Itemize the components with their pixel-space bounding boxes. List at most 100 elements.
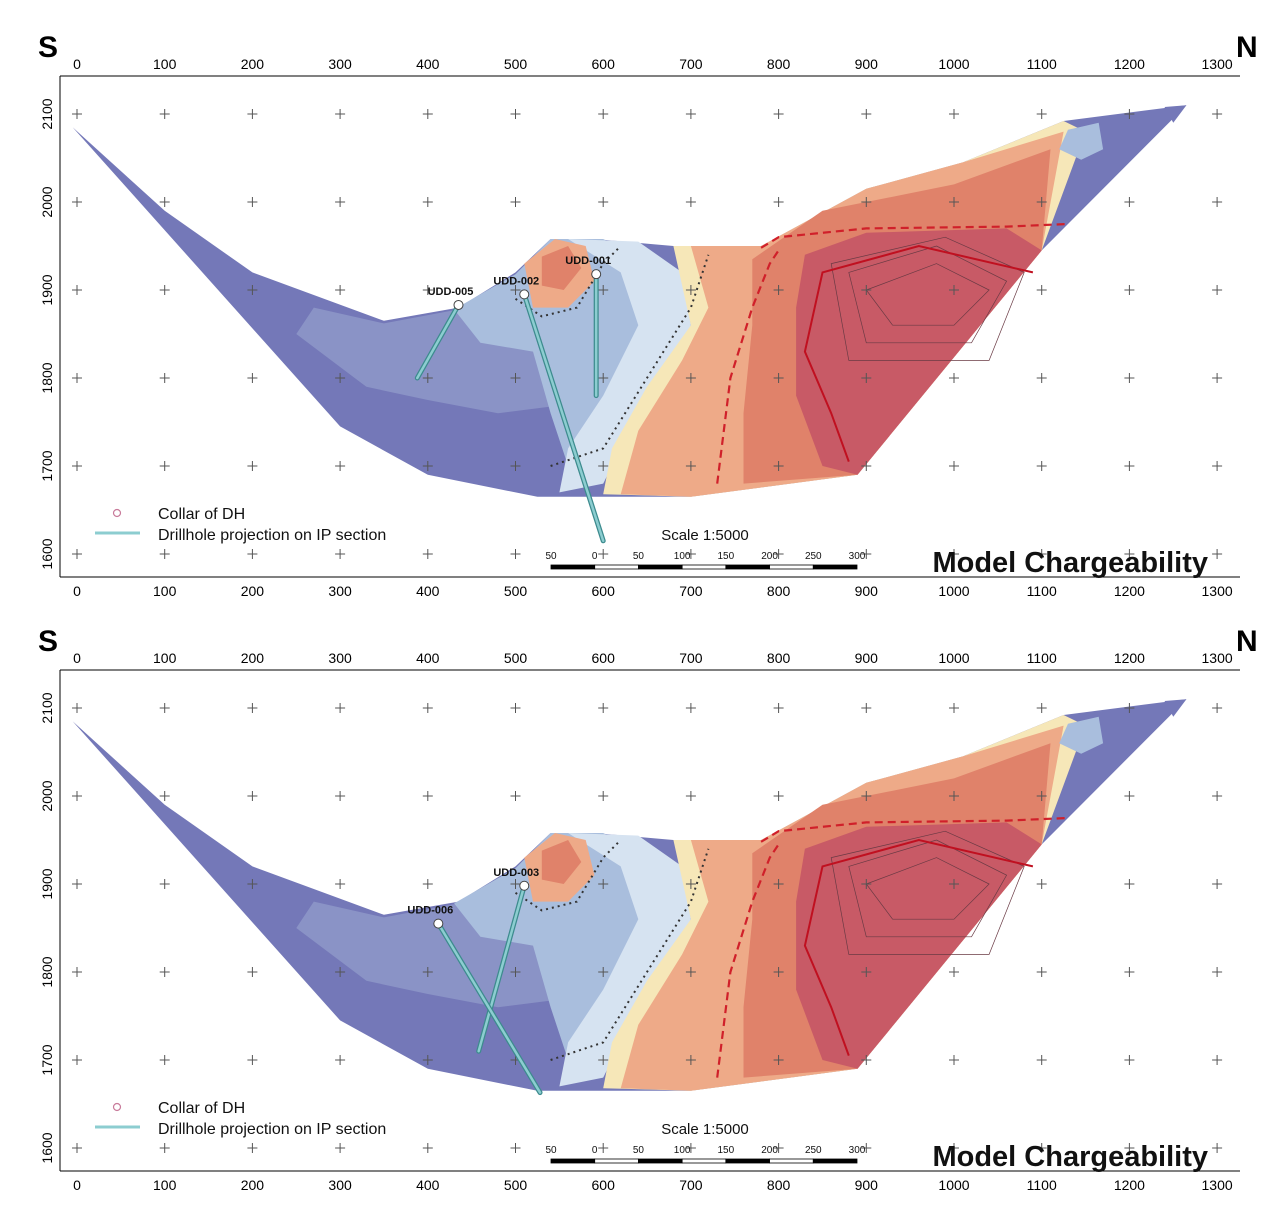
grid-cross [1036,967,1047,977]
contour-line [865,857,990,920]
x-tick-bottom-label: 1300 [1202,583,1233,599]
grid-cross [422,791,433,801]
grid-cross [422,967,433,977]
contour-line [848,245,1008,344]
x-tick-bottom-label: 600 [592,1177,616,1193]
dashed-threshold-line [760,816,1069,843]
grid-cross [685,1055,696,1065]
x-tick-bottom-label: 900 [855,583,879,599]
scale-tick-label: 50 [545,551,557,562]
grid-cross [685,791,696,801]
chargeability-section-bottom: S N00100100200200300300400400500500600600… [38,625,1258,1193]
scale-bar-segment [550,1158,596,1164]
x-tick-top-label: 200 [241,56,265,72]
legend-collar-label: Collar of DH [158,1100,245,1117]
zone-red-cap [541,840,582,884]
grid-cross [159,1055,170,1065]
x-tick-bottom-label: 900 [855,1177,879,1193]
grid-cross [335,879,346,889]
y-tick-label: 1700 [39,1044,55,1075]
grid-cross [1212,109,1223,119]
grid-cross [861,1143,872,1153]
scale-tick-label: 150 [718,1145,735,1156]
grid-cross [1036,1143,1047,1153]
scale-tick-label: 200 [761,1145,778,1156]
legend-collar-symbol [112,508,122,518]
grid-cross [773,967,784,977]
x-tick-top-label: 800 [767,650,791,666]
grid-cross [861,109,872,119]
x-tick-bottom-label: 300 [328,583,352,599]
scale-bar-segment [638,564,683,570]
dashed-threshold-line [716,249,780,484]
grid-cross [335,549,346,559]
grid-cross [159,461,170,471]
grid-cross [861,373,872,383]
grid-cross [335,1055,346,1065]
grid-cross [510,791,521,801]
grid-cross [861,967,872,977]
x-tick-top-label: 100 [153,56,177,72]
y-tick-label: 1800 [39,956,55,987]
contour-line [830,236,1025,361]
grid-cross [422,197,433,207]
grid-cross [949,1143,959,1153]
y-tick-label: 2000 [39,186,55,217]
grid-cross [685,373,696,383]
grid-cross [1212,1143,1223,1153]
north-label: N [1236,625,1258,658]
grid-cross [949,549,959,559]
grid-cross [949,461,959,471]
chargeability-section-top: S N00100100200200300300400400500500600600… [38,31,1258,599]
grid-cross [247,549,258,559]
x-tick-top-label: 900 [855,650,879,666]
grid-cross [685,1143,696,1153]
scale-tick-label: 50 [633,1145,645,1156]
grid-cross [685,703,696,713]
grid-cross [598,109,609,119]
solid-threshold-line [803,244,1034,462]
grid-cross [598,1055,609,1065]
grid-cross [861,1055,872,1065]
grid-cross [861,197,872,207]
grid-cross [598,1143,609,1153]
grid-cross [949,703,959,713]
grid-cross [1036,461,1047,471]
scale-tick-label: 300 [849,1145,866,1156]
zone-north-tip [1164,105,1187,123]
grid-cross [159,197,170,207]
x-tick-bottom-label: 1100 [1027,583,1057,599]
drillhole-collar [519,880,530,891]
grid-cross [598,967,609,977]
x-tick-top-label: 600 [592,650,616,666]
grid-cross [773,1055,784,1065]
drillhole-trace-inner [523,293,605,543]
zone-north-blue [1059,122,1104,160]
x-tick-top-label: 400 [416,650,440,666]
grid-cross [247,285,258,295]
grid-cross [335,791,346,801]
grid-cross [598,703,609,713]
grid-cross [1036,879,1047,889]
grid-cross [861,549,872,559]
scale-tick-label: 100 [674,1145,691,1156]
x-tick-bottom-label: 200 [241,583,265,599]
grid-cross [1124,109,1135,119]
grid-cross [685,879,696,889]
grid-cross [422,703,433,713]
grid-cross [159,285,170,295]
grid-cross [159,967,170,977]
grid-cross [598,197,609,207]
grid-cross [861,879,872,889]
grid-cross [861,703,872,713]
grid-cross [1124,879,1135,889]
grid-cross [1212,197,1223,207]
grid-cross [1036,373,1047,383]
scale-bar-segment [594,564,639,570]
grid-cross [598,549,609,559]
x-tick-top-label: 500 [504,650,528,666]
y-tick-label: 1900 [39,868,55,899]
x-tick-bottom-label: 1100 [1027,1177,1057,1193]
grid-cross [1036,1055,1047,1065]
scale-bar-segment [769,1158,814,1164]
